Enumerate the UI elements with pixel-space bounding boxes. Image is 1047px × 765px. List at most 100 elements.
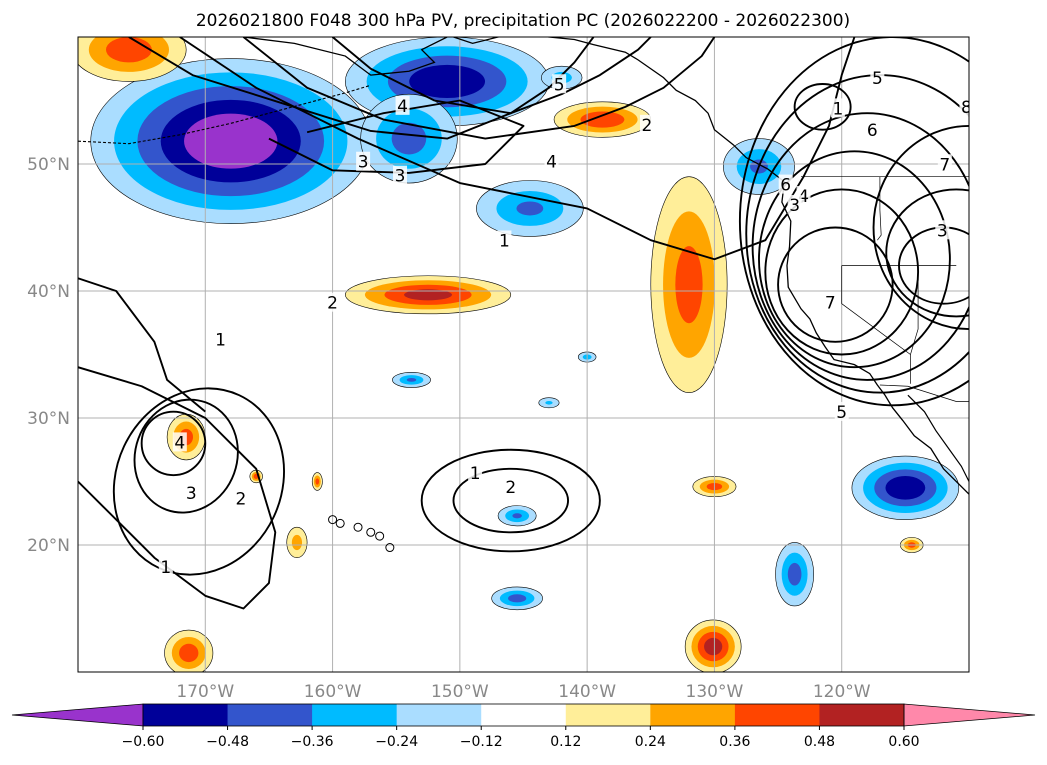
colorbar-tick-label: −0.12 — [460, 734, 503, 750]
colorbar-tick-label: 0.24 — [635, 734, 666, 750]
contour-label: 3 — [395, 167, 406, 187]
contour-label: 7 — [825, 294, 836, 314]
gulf-of-california-coast — [907, 394, 969, 482]
pv-contour-sw-3 — [133, 398, 239, 514]
map-title: 2026021800 F048 300 hPa PV, precipitatio… — [196, 11, 850, 31]
contour-label-bg — [395, 95, 410, 115]
precip-blob — [851, 455, 960, 520]
pv-contour-cp-1 — [420, 448, 601, 553]
pv-contour-sw-1b — [78, 277, 206, 413]
colorbar-frame — [142, 703, 905, 727]
contour-label: 5 — [554, 75, 565, 95]
longitude-label: 160°W — [304, 682, 362, 702]
contour-label: 2 — [505, 478, 516, 498]
colorbar-tick-label: 0.12 — [550, 734, 581, 750]
precip-blob — [684, 619, 742, 672]
precip-blob — [497, 505, 537, 527]
pv-contour-ring-5 — [758, 150, 951, 369]
colorbar-segment — [396, 704, 482, 726]
precip-level — [105, 37, 152, 63]
contour-label: 4 — [546, 153, 557, 173]
colorbar-extend-max — [903, 703, 1036, 727]
colorbar-segment — [565, 704, 651, 726]
contour-label-bg — [937, 154, 952, 174]
contour-label-bg — [639, 114, 654, 134]
precip-level — [404, 289, 453, 301]
contour-label: 7 — [939, 155, 950, 175]
contour-label-bg — [778, 174, 793, 194]
precip-blob — [650, 176, 728, 393]
colorbar-tick-label: −0.24 — [375, 734, 418, 750]
pv-contour-cp-2 — [452, 467, 570, 534]
colorbar-tick-label: 0.48 — [804, 734, 835, 750]
precip-level — [516, 201, 544, 216]
pv-contour-2 — [242, 37, 716, 140]
contour-label: 4 — [174, 433, 185, 453]
contour-label: 3 — [937, 221, 948, 241]
colorbar-tick-label: −0.36 — [291, 734, 334, 750]
contour-label-bg — [959, 97, 969, 117]
longitude-label: 150°W — [431, 682, 489, 702]
contour-label: 2 — [236, 489, 247, 509]
aleutian-islands — [78, 84, 371, 145]
contour-label-bg — [325, 292, 340, 312]
contour-label-bg — [158, 556, 173, 576]
hawaii-island — [375, 531, 385, 541]
precip-level — [545, 400, 553, 405]
contour-label-bg — [233, 488, 248, 508]
precip-level — [184, 113, 278, 169]
precip-level — [787, 562, 802, 586]
colorbar-segment — [481, 704, 567, 726]
precip-level — [580, 111, 625, 128]
colorbar: −0.60 −0.48 −0.36 −0.24 −0.12 0.12 0.24 0.36 0.4… — [11, 703, 1036, 750]
contour-label: 1 — [470, 464, 481, 484]
contour-label-bg — [823, 292, 838, 312]
contour-label: 4 — [798, 187, 809, 207]
pv-contour-ring-6 — [764, 188, 920, 356]
contour-label: 3 — [789, 196, 800, 216]
hawaii-island — [328, 515, 338, 525]
contour-label-bg — [787, 194, 802, 214]
precip-level — [391, 122, 427, 155]
alaska-coastline — [243, 37, 448, 76]
colorbar-segment — [734, 704, 820, 726]
map-frame — [77, 36, 970, 673]
contour-label: 2 — [327, 294, 338, 314]
contour-label-bg — [552, 74, 567, 94]
precip-blob — [491, 586, 543, 611]
pv-contour-ring-east-2 — [885, 188, 969, 318]
colorbar-segment — [650, 704, 736, 726]
colorbar-tick-label: −0.60 — [122, 734, 165, 750]
precip-blob — [286, 526, 308, 559]
pv-contour-1 — [179, 37, 856, 261]
contour-label: 5 — [872, 69, 883, 89]
contour-label: 8 — [961, 98, 972, 118]
political-border — [879, 384, 969, 402]
precip-level — [315, 478, 320, 485]
contour-label-bg — [834, 401, 849, 421]
colorbar-segment — [819, 704, 905, 726]
contour-label-bg — [935, 220, 950, 240]
contour-label: 4 — [397, 97, 408, 117]
precip-level — [409, 64, 486, 98]
contour-label: 2 — [642, 116, 653, 136]
contour-label: 6 — [780, 176, 791, 196]
precip-level — [675, 246, 703, 324]
contour-label: 5 — [836, 403, 847, 423]
contour-label: 3 — [358, 153, 369, 173]
latitude-label: 40°N — [27, 282, 70, 302]
precip-blob — [775, 542, 815, 607]
contour-label-bg — [393, 165, 408, 185]
longitude-labels: 170°W 160°W 150°W 140°W 130°W 120°W — [176, 682, 870, 702]
precip-blob — [311, 472, 323, 491]
precip-level — [704, 637, 723, 656]
hawaii-island — [366, 527, 376, 537]
precip-level — [406, 377, 417, 382]
colorbar-tick-label: −0.48 — [206, 734, 249, 750]
contour-label-bg — [503, 476, 518, 496]
longitude-label: 120°W — [813, 682, 871, 702]
contour-label-bg — [865, 119, 880, 139]
latitude-label: 50°N — [27, 155, 70, 175]
contour-label: 1 — [160, 558, 171, 578]
